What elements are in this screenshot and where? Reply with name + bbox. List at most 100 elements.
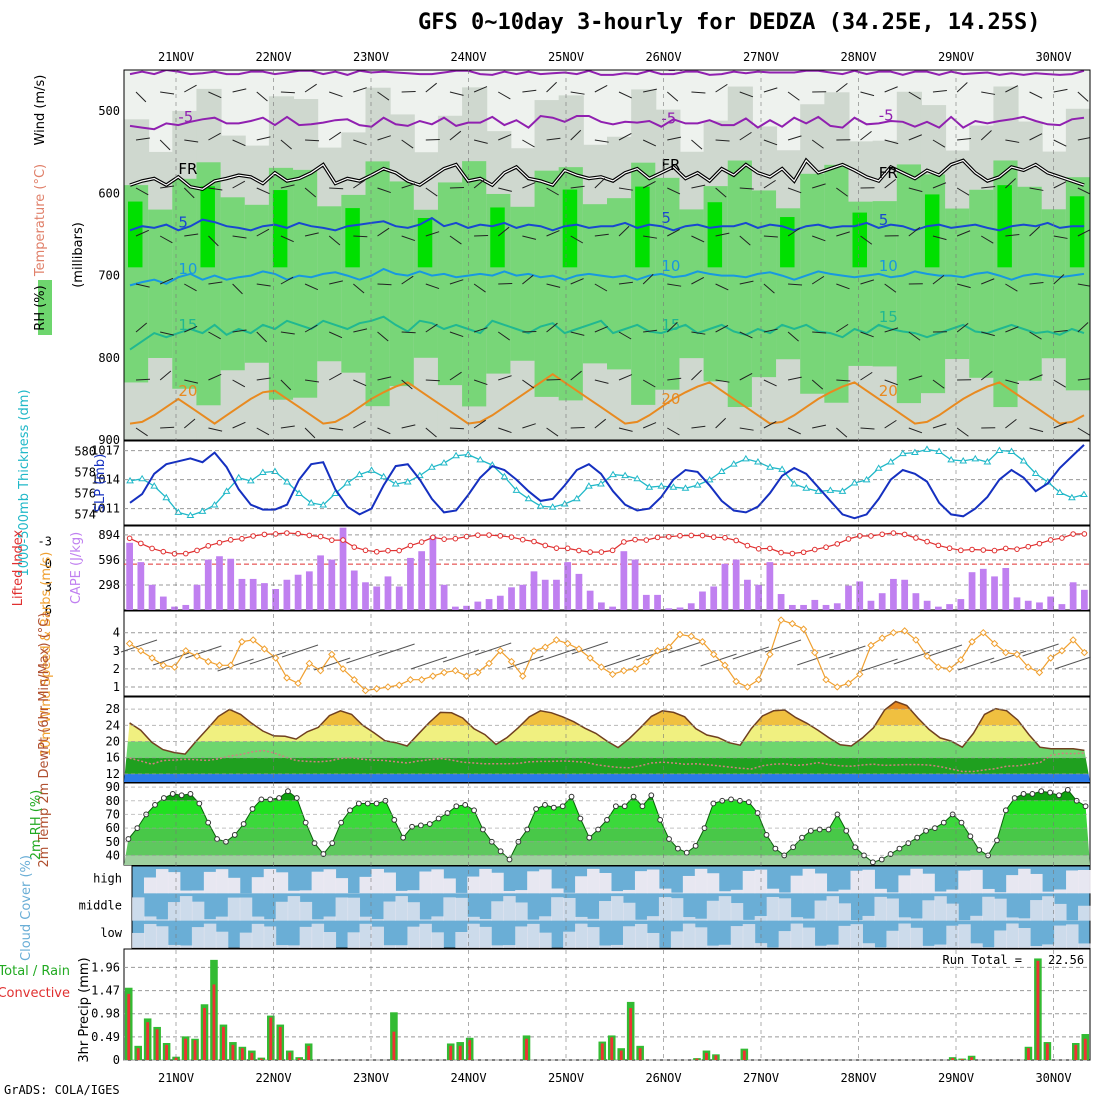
wind-speed-point: [799, 625, 808, 633]
wind-barb: [120, 639, 158, 653]
wind-barb: [208, 132, 221, 141]
cape-bar: [193, 584, 201, 610]
cloud-cover-bar: [982, 888, 995, 894]
cloud-cover-bar: [622, 926, 636, 948]
wind-barb: [980, 235, 994, 244]
cloud-cover-bar: [407, 926, 420, 948]
cloud-cover-bar: [970, 915, 983, 921]
cloud-cover-bar: [479, 868, 492, 894]
wind-barb: [256, 228, 270, 237]
cape-bar: [923, 600, 931, 610]
thickness-point: [778, 465, 786, 472]
lifted-index-point: [800, 549, 807, 556]
wind-barb: [473, 178, 486, 189]
wind-tick: 1: [113, 680, 120, 694]
wind-barb: [908, 375, 923, 381]
wind-barb: [594, 326, 608, 333]
cloud-cover-bar: [778, 931, 792, 948]
wind-barb: [691, 139, 703, 150]
thickness-point: [874, 464, 883, 471]
cape-bar: [901, 579, 909, 610]
wind-barb: [594, 177, 606, 189]
credit-text: GrADS: COLA/IGES: [4, 1083, 120, 1097]
wind-speed-point: [541, 643, 549, 651]
thickness-point: [283, 477, 291, 485]
precip-convective-bar: [392, 1031, 396, 1060]
rh2m-point: [471, 807, 477, 814]
lifted-index-point: [486, 532, 492, 538]
lifted-index-point: [385, 547, 391, 554]
rh2m-point: [1029, 791, 1036, 797]
cloud-cover-bar: [203, 919, 217, 921]
wind-barb: [1005, 283, 1018, 292]
cape-bar: [317, 555, 324, 610]
wind-barb: [378, 643, 415, 657]
wind-barb: [208, 373, 222, 381]
wind-barb: [643, 88, 657, 93]
cloud-cover-bar: [491, 872, 504, 894]
wind-speed-point: [878, 634, 886, 642]
cloud-cover-bar: [982, 896, 995, 921]
rh2m-point: [807, 827, 814, 834]
wind-barb: [232, 88, 247, 93]
rh2m-point: [214, 836, 220, 842]
precip-tick: 0.98: [91, 1007, 120, 1021]
wind-barb: [667, 427, 680, 436]
lifted-index-point: [531, 538, 537, 545]
thickness-point: [838, 487, 847, 494]
lifted-index-point: [969, 546, 975, 553]
cloud-cover-bar: [1006, 917, 1019, 921]
wind-barb: [666, 321, 678, 333]
cloud-cover-bar: [227, 897, 241, 921]
lifted-index-point: [924, 538, 930, 545]
precip-convective-bar: [1074, 1044, 1078, 1060]
isotherm-label: -10: [879, 55, 904, 73]
rh2m-tick: 60: [106, 821, 120, 835]
cape-bar: [204, 559, 212, 610]
cloud-cover-bar: [227, 877, 241, 894]
precip-convective-bar: [951, 1058, 955, 1060]
cloud-cover-bar: [539, 916, 552, 921]
cape-bar: [766, 562, 774, 610]
temperature-tick: 20: [106, 735, 120, 749]
cloud-cover-bar: [826, 891, 840, 894]
cloud-cover-bar: [263, 919, 277, 921]
lifted-index-point: [1081, 531, 1088, 537]
cloud-cover-bar: [395, 896, 408, 921]
wind-barb: [732, 646, 769, 660]
cloud-cover-bar: [910, 927, 923, 948]
wind-speed-point: [530, 647, 538, 655]
wind-barb: [329, 280, 343, 285]
cape-bar: [216, 556, 223, 610]
cloud-cover-bar: [778, 892, 792, 894]
cloud-cover-bar: [886, 892, 899, 894]
wind-barb: [618, 281, 633, 285]
rh-region: [345, 208, 360, 268]
thickness-point: [621, 471, 629, 479]
cloud-cover-bar: [646, 916, 660, 921]
wind-barb: [908, 134, 922, 141]
wind-barb: [990, 650, 1027, 664]
cloud-cover-bar: [287, 896, 301, 921]
wind-barb: [642, 379, 656, 388]
thickness-point: [246, 476, 255, 484]
wind-speed-point: [698, 638, 707, 646]
cape-bar: [148, 584, 156, 610]
wind-barb: [184, 283, 197, 292]
lifted-index-point: [890, 530, 897, 536]
rh-region: [490, 207, 505, 268]
wind-barb: [184, 84, 197, 93]
wind-barb: [328, 331, 343, 339]
cloud-cover-bar: [515, 902, 528, 921]
lifted-index-point: [182, 550, 189, 557]
rh-region: [128, 201, 143, 268]
temperature-band: [124, 757, 1090, 774]
lifted-index-point: [699, 532, 706, 539]
wind-barb: [739, 131, 752, 141]
wind-barb: [522, 182, 536, 189]
lifted-index-point: [767, 545, 773, 552]
wind-barb: [1005, 379, 1020, 385]
lifted-index-point: [868, 533, 874, 539]
precip-convective-bar: [742, 1050, 746, 1060]
cape-bar: [249, 578, 257, 610]
